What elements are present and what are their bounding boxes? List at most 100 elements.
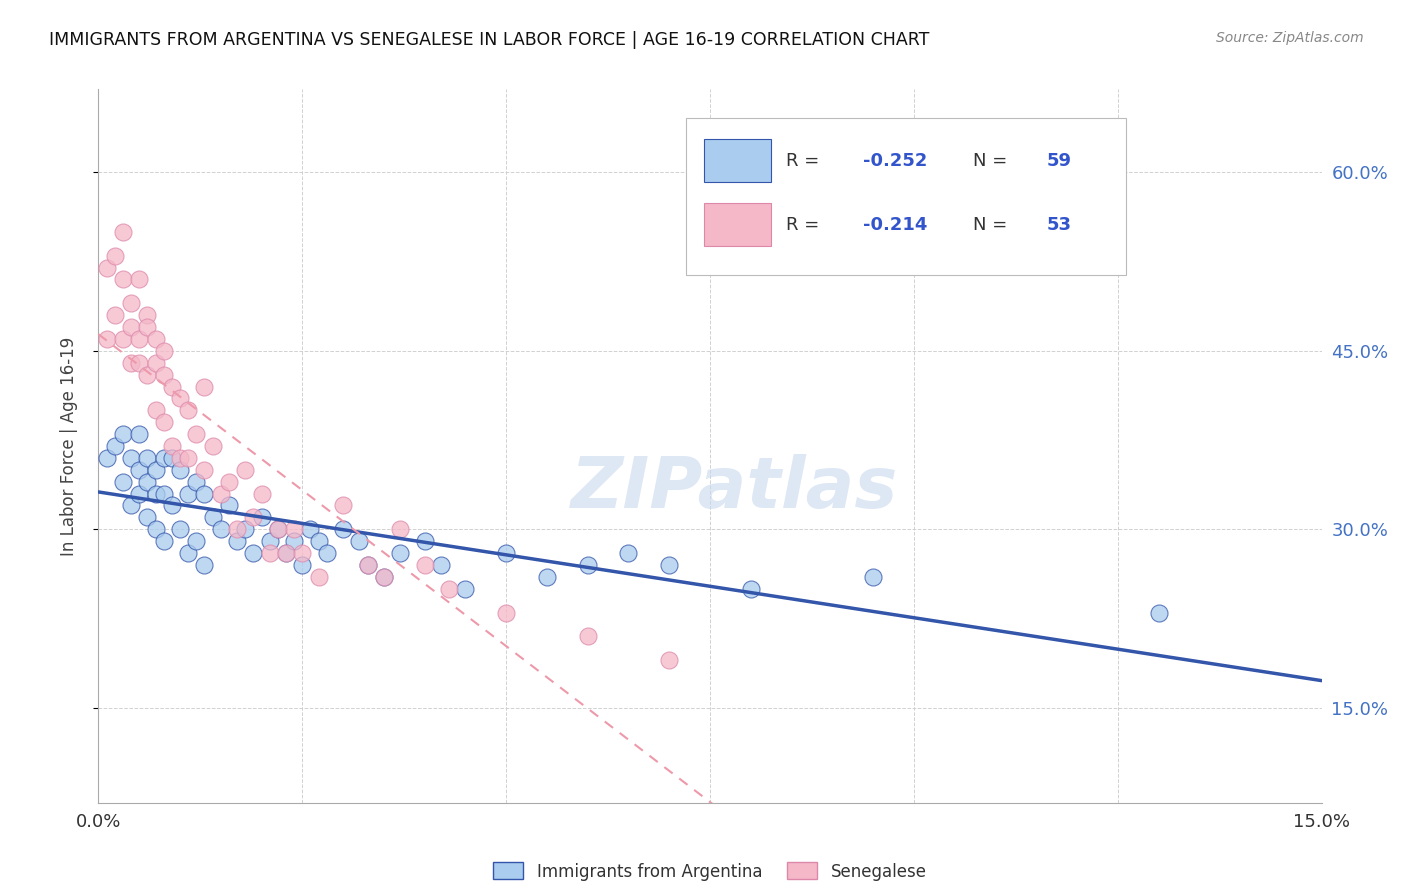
Point: [120, 499, 142, 513]
Point: [218, 475, 240, 489]
Point: [136, 308, 159, 322]
Point: [169, 392, 191, 406]
Point: [658, 653, 681, 667]
Point: [169, 450, 191, 465]
Point: [356, 558, 378, 572]
Point: [1147, 606, 1170, 620]
Point: [218, 499, 240, 513]
Point: [332, 499, 354, 513]
Point: [193, 486, 215, 500]
Point: [96, 450, 118, 465]
Point: [169, 463, 191, 477]
Point: [120, 356, 142, 370]
Point: [160, 439, 183, 453]
Point: [152, 368, 174, 382]
Point: [136, 475, 159, 489]
Point: [111, 225, 134, 239]
Point: [111, 475, 134, 489]
Point: [160, 450, 183, 465]
Point: [209, 522, 232, 536]
Point: [201, 510, 224, 524]
Point: [862, 570, 884, 584]
Point: [308, 534, 330, 549]
Point: [111, 332, 134, 346]
Point: [145, 463, 167, 477]
Point: [437, 582, 460, 596]
Point: [104, 249, 127, 263]
Text: N =: N =: [973, 152, 1012, 169]
Point: [658, 558, 681, 572]
Text: Source: ZipAtlas.com: Source: ZipAtlas.com: [1216, 31, 1364, 45]
Point: [128, 486, 150, 500]
Text: 59: 59: [1046, 152, 1071, 169]
Point: [495, 606, 517, 620]
Text: N =: N =: [973, 216, 1012, 234]
Point: [308, 570, 330, 584]
Point: [233, 463, 256, 477]
Point: [177, 486, 200, 500]
Point: [283, 522, 305, 536]
Point: [267, 522, 290, 536]
Point: [373, 570, 395, 584]
Point: [193, 379, 215, 393]
Point: [136, 510, 159, 524]
Point: [96, 332, 118, 346]
Point: [160, 499, 183, 513]
Point: [242, 510, 264, 524]
FancyBboxPatch shape: [686, 118, 1126, 275]
Point: [291, 558, 314, 572]
Point: [201, 439, 224, 453]
Point: [186, 475, 208, 489]
Text: R =: R =: [786, 216, 825, 234]
Point: [299, 522, 322, 536]
Point: [186, 427, 208, 442]
Point: [242, 546, 264, 560]
Point: [104, 439, 127, 453]
Point: [177, 403, 200, 417]
Point: [291, 546, 314, 560]
Point: [186, 534, 208, 549]
Point: [740, 582, 762, 596]
Point: [145, 332, 167, 346]
Point: [250, 510, 273, 524]
Point: [315, 546, 337, 560]
Point: [274, 546, 297, 560]
Text: -0.252: -0.252: [863, 152, 928, 169]
Point: [145, 356, 167, 370]
Point: [120, 450, 142, 465]
Point: [332, 522, 354, 536]
Point: [495, 546, 517, 560]
Point: [136, 320, 159, 334]
Point: [193, 463, 215, 477]
Point: [617, 546, 640, 560]
Point: [136, 450, 159, 465]
Text: -0.214: -0.214: [863, 216, 928, 234]
Point: [389, 546, 412, 560]
Legend: Immigrants from Argentina, Senegalese: Immigrants from Argentina, Senegalese: [486, 855, 934, 888]
Point: [145, 486, 167, 500]
Point: [389, 522, 412, 536]
Point: [128, 356, 150, 370]
Point: [96, 260, 118, 275]
Point: [111, 272, 134, 286]
Point: [356, 558, 378, 572]
Point: [536, 570, 558, 584]
Point: [413, 534, 436, 549]
Point: [104, 308, 127, 322]
Point: [233, 522, 256, 536]
Point: [430, 558, 453, 572]
Point: [152, 450, 174, 465]
Point: [576, 629, 599, 643]
Point: [193, 558, 215, 572]
Point: [226, 522, 249, 536]
Point: [177, 450, 200, 465]
Text: R =: R =: [786, 152, 825, 169]
Point: [145, 522, 167, 536]
Point: [259, 534, 281, 549]
Y-axis label: In Labor Force | Age 16-19: In Labor Force | Age 16-19: [59, 336, 77, 556]
Point: [267, 522, 290, 536]
Point: [128, 427, 150, 442]
Point: [128, 332, 150, 346]
Point: [128, 463, 150, 477]
Point: [120, 320, 142, 334]
